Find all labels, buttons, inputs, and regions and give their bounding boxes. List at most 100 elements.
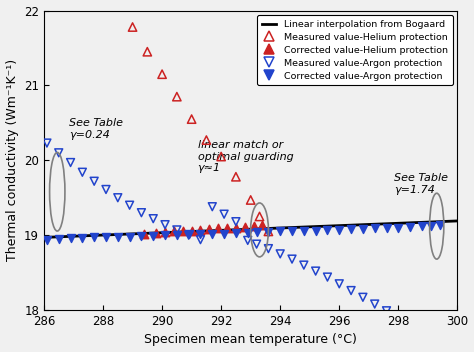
- Point: [347, 288, 355, 293]
- Point: [436, 324, 444, 329]
- Point: [161, 230, 169, 235]
- Point: [114, 195, 122, 201]
- Point: [91, 234, 98, 240]
- Text: linear match or
optimal guarding
γ≈1: linear match or optimal guarding γ≈1: [198, 140, 293, 173]
- Point: [126, 202, 133, 208]
- Point: [214, 226, 222, 231]
- Point: [232, 230, 240, 236]
- Point: [259, 222, 266, 228]
- Point: [206, 226, 213, 232]
- Point: [336, 227, 343, 233]
- Point: [179, 228, 187, 233]
- Point: [427, 224, 435, 229]
- Point: [264, 246, 272, 251]
- Point: [43, 140, 51, 146]
- Point: [253, 230, 260, 235]
- Point: [312, 228, 319, 233]
- Point: [288, 228, 296, 234]
- Point: [144, 49, 151, 55]
- Point: [91, 178, 98, 184]
- Point: [394, 225, 402, 231]
- Point: [232, 174, 240, 180]
- Point: [209, 231, 216, 237]
- Point: [55, 236, 63, 242]
- Point: [161, 232, 169, 238]
- Point: [185, 232, 192, 238]
- Legend: Linear interpolation from Bogaard, Measured value-Helium protection, Corrected v: Linear interpolation from Bogaard, Measu…: [257, 15, 453, 85]
- Point: [324, 274, 331, 280]
- Point: [336, 281, 343, 287]
- Point: [241, 224, 248, 230]
- Point: [188, 228, 195, 233]
- Point: [436, 222, 444, 228]
- Point: [43, 237, 51, 243]
- Point: [149, 233, 157, 239]
- Point: [276, 251, 284, 257]
- Point: [256, 214, 264, 219]
- Point: [188, 116, 195, 122]
- Point: [67, 160, 74, 165]
- Point: [137, 210, 145, 215]
- Point: [276, 228, 284, 234]
- X-axis label: Specimen mean temperature (°C): Specimen mean temperature (°C): [144, 333, 357, 346]
- Point: [197, 227, 204, 233]
- Text: See Table
γ=0.24: See Table γ=0.24: [69, 118, 123, 140]
- Text: See Table
γ=1.74: See Table γ=1.74: [394, 174, 448, 195]
- Point: [141, 231, 148, 237]
- Point: [418, 224, 426, 229]
- Point: [197, 237, 204, 243]
- Point: [418, 321, 426, 326]
- Point: [383, 308, 390, 314]
- Point: [209, 204, 216, 209]
- Point: [126, 234, 133, 239]
- Point: [137, 233, 145, 239]
- Point: [394, 313, 402, 318]
- Point: [197, 232, 204, 237]
- Point: [114, 234, 122, 239]
- Y-axis label: Thermal conductivity (Wm⁻¹K⁻¹): Thermal conductivity (Wm⁻¹K⁻¹): [6, 59, 18, 261]
- Point: [173, 94, 181, 100]
- Point: [247, 197, 255, 203]
- Point: [300, 262, 308, 268]
- Point: [288, 256, 296, 262]
- Point: [244, 238, 252, 243]
- Point: [223, 225, 231, 231]
- Point: [406, 224, 414, 230]
- Point: [383, 225, 390, 231]
- Point: [173, 227, 181, 233]
- Point: [170, 228, 178, 234]
- Point: [55, 150, 63, 156]
- Point: [264, 228, 272, 234]
- Point: [220, 231, 228, 237]
- Point: [173, 232, 181, 238]
- Point: [185, 232, 192, 237]
- Point: [158, 71, 166, 77]
- Point: [102, 234, 110, 240]
- Point: [324, 227, 331, 233]
- Point: [153, 230, 160, 236]
- Point: [161, 222, 169, 227]
- Point: [264, 230, 272, 235]
- Point: [202, 137, 210, 143]
- Point: [300, 228, 308, 233]
- Point: [79, 235, 86, 241]
- Point: [427, 322, 435, 328]
- Point: [102, 187, 110, 192]
- Point: [253, 241, 260, 247]
- Point: [129, 24, 137, 30]
- Point: [359, 295, 367, 300]
- Point: [232, 225, 240, 231]
- Point: [218, 154, 225, 159]
- Point: [244, 230, 252, 236]
- Point: [371, 226, 379, 231]
- Point: [312, 268, 319, 274]
- Point: [371, 301, 379, 307]
- Point: [406, 317, 414, 322]
- Point: [250, 224, 257, 229]
- Point: [232, 219, 240, 225]
- Point: [220, 212, 228, 217]
- Point: [67, 235, 74, 241]
- Point: [79, 169, 86, 175]
- Point: [347, 226, 355, 232]
- Point: [359, 226, 367, 232]
